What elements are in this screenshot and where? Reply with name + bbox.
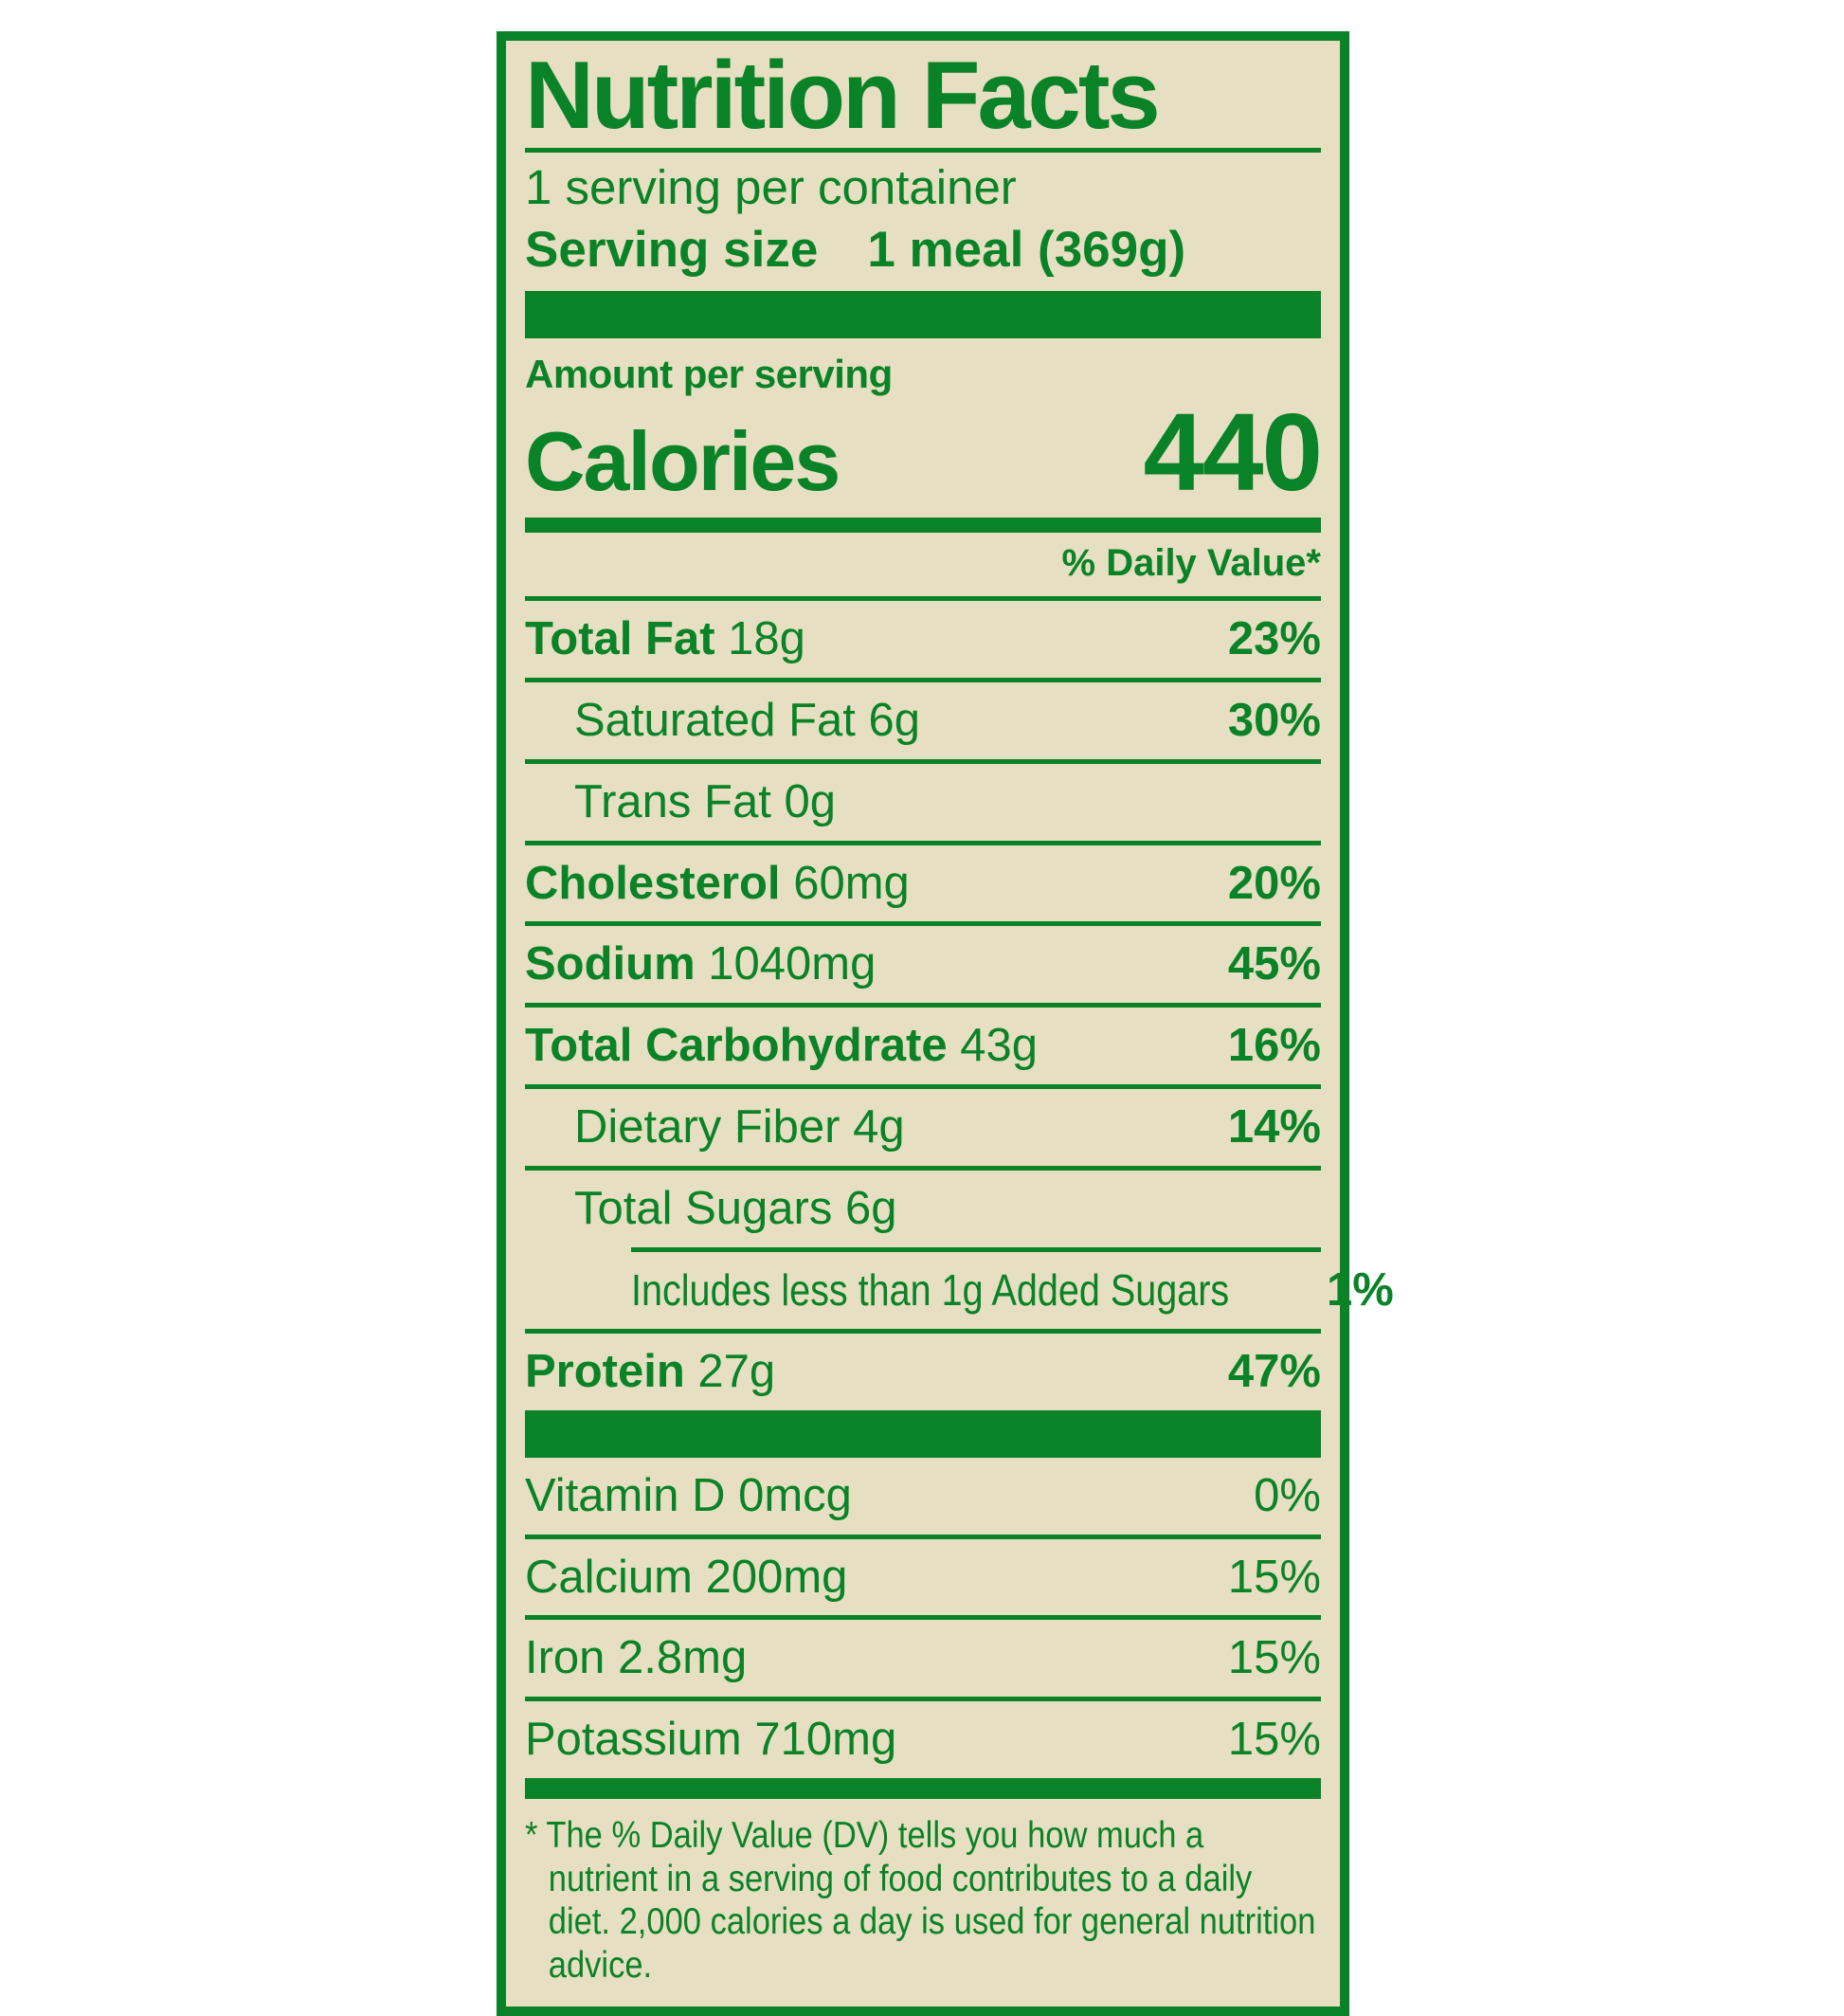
nutrient-name-amount: Total Fat 18g — [525, 613, 805, 665]
nutrient-daily-value: 23% — [1227, 612, 1321, 664]
micronutrient-daily-value: 15% — [1227, 1714, 1321, 1766]
footnote-text: * The % Daily Value (DV) tells you how m… — [525, 1815, 1316, 1987]
nutrient-amount: 6g — [845, 1183, 897, 1235]
nutrient-row: Protein 27g 47% — [525, 1334, 1321, 1410]
nutrient-name: Total Sugars — [574, 1183, 833, 1235]
nutrient-name: Total Fat — [525, 612, 715, 664]
micronutrient-row: Vitamin D 0mcg 0% — [525, 1458, 1321, 1535]
nutrient-divider — [525, 921, 1321, 927]
micronutrient-name: Vitamin D 0mcg — [525, 1469, 852, 1521]
calories-row: Calories 440 — [525, 390, 1323, 515]
nutrient-row: Total Carbohydrate 43g 16% — [525, 1008, 1321, 1084]
section-divider-bar — [525, 291, 1321, 339]
nutrient-name-amount: Trans Fat 0g — [574, 776, 836, 828]
micronutrients-section: Vitamin D 0mcg 0% Calcium 200mg 15% Iron 2.8… — [525, 1458, 1321, 1779]
micronutrient-row: Iron 2.8mg 15% — [525, 1620, 1321, 1697]
footnote: * The % Daily Value (DV) tells you how m… — [525, 1799, 1321, 2007]
nutrient-name-amount: Dietary Fiber 4g — [574, 1101, 905, 1153]
nutrient-divider — [525, 1084, 1321, 1090]
nutrient-row: Cholesterol 60mg 20% — [525, 845, 1321, 922]
serving-size-label: Serving size — [525, 222, 819, 279]
micronutrient-row: Calcium 200mg 15% — [525, 1539, 1321, 1616]
serving-size-value: 1 meal (369g) — [867, 222, 1186, 279]
label-title: Nutrition Facts — [525, 43, 1161, 149]
micronutrient-daily-value: 0% — [1254, 1469, 1321, 1521]
amount-per-serving: Amount per serving — [525, 352, 893, 397]
micronutrient-daily-value: 15% — [1227, 1551, 1321, 1603]
nutrient-daily-value: 14% — [1227, 1101, 1321, 1153]
nutrient-row: Saturated Fat 6g 30% — [525, 682, 1321, 759]
nutrient-daily-value: 47% — [1227, 1345, 1321, 1397]
nutrient-row: Dietary Fiber 4g 14% — [525, 1089, 1321, 1166]
nutrient-name: Total Carbohydrate — [525, 1020, 948, 1072]
footnote-section: * The % Daily Value (DV) tells you how m… — [525, 1778, 1321, 2007]
micronutrient-divider — [525, 1697, 1321, 1702]
nutrient-row: Sodium 1040mg 45% — [525, 926, 1321, 1003]
nutrient-name: Saturated Fat — [574, 694, 856, 746]
footnote-divider-bar — [525, 1778, 1321, 1800]
nutrient-divider — [525, 758, 1321, 764]
nutrient-divider — [525, 1003, 1321, 1008]
nutrient-name-amount: Includes less than 1g Added Sugars — [631, 1264, 1230, 1316]
calories-divider-bar — [525, 517, 1321, 533]
nutrient-amount: 0g — [784, 775, 836, 827]
micronutrient-name: Calcium 200mg — [525, 1551, 848, 1603]
micronutrient-divider — [525, 1534, 1321, 1539]
nutrient-divider — [525, 840, 1321, 845]
nutrient-divider — [525, 1166, 1321, 1171]
nutrient-name: Protein — [525, 1345, 685, 1397]
micronutrient-name: Potassium 710mg — [525, 1714, 897, 1766]
nutrient-row: Total Sugars 6g — [525, 1171, 1321, 1247]
nutrient-daily-value: 30% — [1227, 694, 1321, 746]
nutrient-name-amount: Protein 27g — [525, 1346, 775, 1398]
nutrient-row: Total Fat 18g 23% — [525, 601, 1321, 678]
calories-value: 440 — [1143, 390, 1323, 515]
nutrient-divider — [525, 677, 1321, 682]
dv-header-divider — [525, 595, 1321, 601]
nutrient-name: Includes less than 1g Added Sugars — [631, 1264, 1230, 1315]
nutrient-name-amount: Total Sugars 6g — [574, 1183, 897, 1235]
nutrients-section: Total Fat 18g 23% Saturated Fat 6g 30% Trans… — [525, 601, 1394, 1410]
nutrient-amount: 18g — [728, 612, 805, 664]
daily-value-header: % Daily Value* — [1061, 541, 1321, 584]
nutrition-facts-label: Nutrition Facts 1 serving per container … — [497, 31, 1394, 2016]
nutrient-daily-value: 20% — [1227, 857, 1321, 909]
nutrient-divider — [631, 1246, 1321, 1252]
nutrient-amount: 60mg — [793, 857, 910, 909]
nutrient-amount: 6g — [868, 694, 921, 746]
micronutrient-divider — [525, 1615, 1321, 1621]
nutrient-amount: 4g — [853, 1101, 905, 1153]
nutrient-row: Includes less than 1g Added Sugars 1% — [525, 1252, 1394, 1329]
micronutrient-name: Iron 2.8mg — [525, 1632, 748, 1684]
micronutrient-daily-value: 15% — [1227, 1632, 1321, 1684]
nutrient-daily-value: 45% — [1227, 938, 1321, 990]
nutrient-name: Trans Fat — [574, 775, 771, 827]
nutrient-name-amount: Cholesterol 60mg — [525, 858, 910, 910]
nutrient-name: Sodium — [525, 938, 696, 990]
nutrient-name-amount: Saturated Fat 6g — [574, 695, 920, 747]
nutrient-name: Cholesterol — [525, 857, 781, 909]
nutrient-daily-value: 1% — [1326, 1263, 1394, 1316]
calories-label: Calories — [525, 414, 841, 509]
nutrient-name-amount: Sodium 1040mg — [525, 938, 876, 990]
servings-per-container: 1 serving per container — [525, 160, 1017, 215]
nutrient-amount: 27g — [697, 1345, 776, 1397]
section-divider-bar — [525, 1409, 1321, 1458]
nutrient-divider — [525, 1328, 1321, 1334]
nutrient-name-amount: Total Carbohydrate 43g — [525, 1020, 1038, 1072]
micronutrient-row: Potassium 710mg 15% — [525, 1701, 1321, 1778]
nutrient-daily-value: 16% — [1227, 1020, 1321, 1072]
nutrient-row: Trans Fat 0g — [525, 764, 1321, 841]
nutrient-amount: 1040mg — [708, 938, 877, 990]
title-divider — [525, 148, 1321, 154]
serving-size-row: Serving size 1 meal (369g) — [525, 222, 1321, 280]
nutrient-amount: 43g — [960, 1020, 1038, 1072]
nutrient-name: Dietary Fiber — [574, 1101, 841, 1153]
